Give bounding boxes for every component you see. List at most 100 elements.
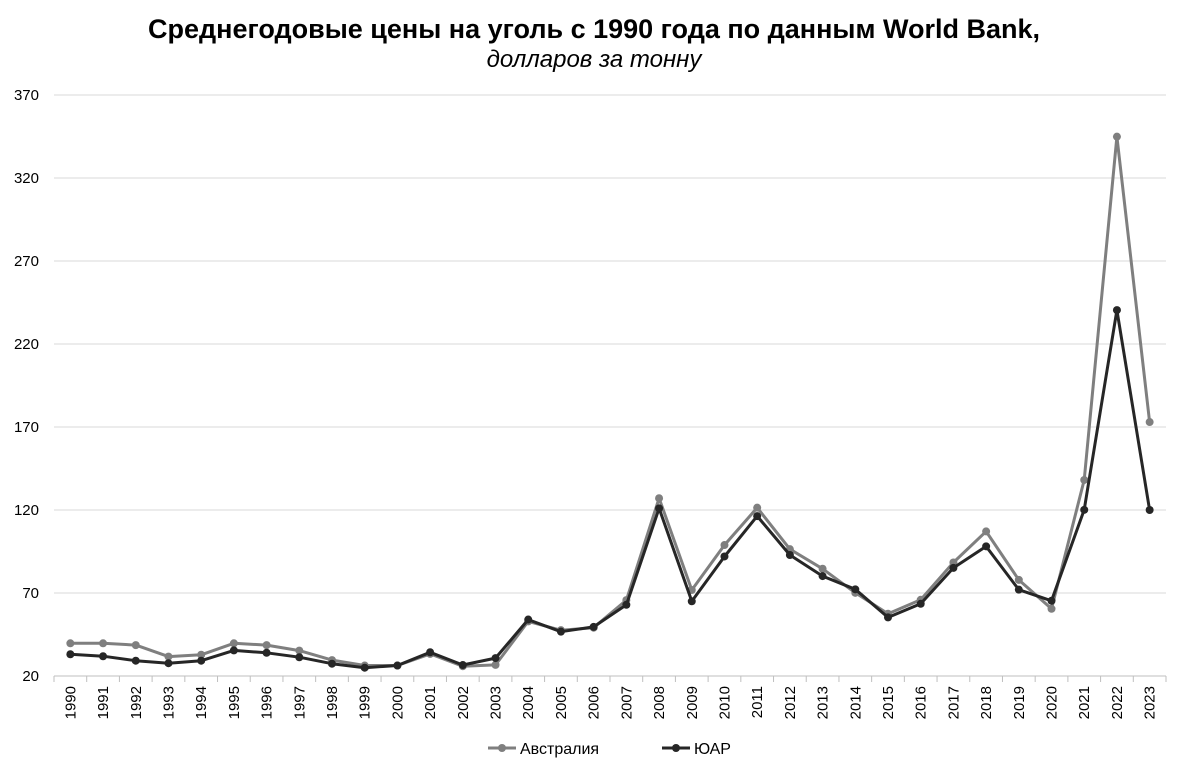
- data-point: [949, 563, 958, 572]
- data-point: [785, 550, 794, 559]
- data-point: [655, 494, 664, 503]
- x-tick-label: 2023: [1142, 686, 1159, 719]
- data-point: [982, 527, 991, 536]
- legend-label: Австралия: [520, 741, 599, 758]
- y-tick-label: 220: [14, 336, 39, 353]
- data-point: [655, 504, 664, 513]
- data-point: [393, 661, 402, 670]
- data-point: [229, 639, 238, 648]
- data-point: [66, 650, 75, 659]
- data-point: [426, 648, 435, 657]
- axes: 20 70 120 170 220 270 320 370 1990 1991 1992 1993 19…: [14, 87, 1167, 719]
- data-point: [295, 646, 304, 655]
- data-point: [1047, 604, 1056, 613]
- x-tick-label: 1999: [357, 686, 374, 719]
- x-tick-label: 2013: [815, 686, 832, 719]
- y-tick-label: 70: [22, 585, 39, 602]
- data-point: [491, 654, 500, 663]
- x-tick-label: 2007: [618, 686, 635, 719]
- x-tick-label: 1992: [128, 686, 145, 719]
- y-tick-label: 370: [14, 87, 39, 104]
- x-tick-label: 2004: [520, 686, 537, 719]
- data-point: [1145, 506, 1154, 514]
- x-tick-label: 2008: [651, 686, 668, 719]
- data-point: [1014, 585, 1023, 594]
- data-point: [99, 652, 108, 661]
- x-tick-label: 1991: [95, 686, 112, 719]
- data-point: [131, 641, 140, 650]
- data-point: [491, 660, 500, 669]
- series-line-1: [70, 135, 1152, 668]
- data-point: [753, 503, 762, 512]
- data-point: [197, 656, 206, 665]
- y-tick-label: 20: [22, 668, 39, 685]
- x-tick-label: 2005: [553, 686, 570, 719]
- x-tick-label: 2009: [684, 686, 701, 719]
- data-point: [818, 572, 827, 581]
- x-tick-label: 1996: [259, 686, 276, 719]
- x-tick-label: 1994: [193, 686, 210, 719]
- series-lines: [66, 132, 1154, 672]
- legend-marker: [672, 744, 680, 752]
- data-point: [622, 600, 631, 609]
- data-point: [884, 613, 892, 622]
- data-point: [1080, 505, 1089, 514]
- series-line-2: [70, 308, 1152, 670]
- x-tick-label: 1995: [226, 686, 243, 719]
- data-point: [1080, 475, 1089, 484]
- data-point: [262, 641, 271, 650]
- data-point: [164, 659, 173, 668]
- x-tick-label: 2020: [1044, 686, 1061, 719]
- data-point: [229, 646, 238, 655]
- data-point: [851, 585, 860, 594]
- data-point: [589, 622, 598, 631]
- data-point: [720, 541, 729, 550]
- data-point: [360, 663, 369, 672]
- data-point: [524, 615, 533, 624]
- data-point: [262, 648, 271, 657]
- legend: Австралия ЮАР: [488, 741, 731, 758]
- x-tick-label: 2002: [455, 686, 472, 719]
- data-point: [99, 639, 108, 648]
- data-point: [197, 650, 206, 659]
- data-point: [66, 639, 75, 648]
- x-tick-label: 1997: [291, 686, 308, 719]
- x-tick-label: 2016: [913, 686, 930, 719]
- legend-marker: [498, 744, 506, 752]
- data-point: [556, 627, 565, 636]
- chart-subtitle: долларов за тонну: [486, 46, 702, 73]
- chart-title: Среднегодовые цены на уголь с 1990 года …: [148, 14, 1040, 44]
- y-tick-label: 120: [14, 502, 39, 519]
- data-point: [916, 599, 925, 608]
- data-point: [1145, 418, 1154, 427]
- gridlines: [54, 94, 1166, 594]
- x-tick-label: 2022: [1109, 686, 1126, 719]
- data-point: [458, 661, 467, 670]
- data-point: [1112, 132, 1121, 141]
- data-point: [1047, 596, 1056, 605]
- x-tick-label: 2012: [782, 686, 799, 719]
- x-tick-label: 1998: [324, 686, 341, 719]
- data-point: [753, 512, 762, 521]
- data-point: [818, 564, 827, 573]
- data-point: [1014, 575, 1023, 584]
- legend-label: ЮАР: [694, 741, 731, 758]
- x-tick-label: 2015: [880, 686, 897, 719]
- x-tick-label: 2003: [488, 686, 505, 719]
- data-point: [949, 558, 958, 567]
- x-tick-label: 2000: [389, 686, 406, 719]
- x-tick-label: 1993: [160, 686, 177, 719]
- data-point: [687, 597, 696, 606]
- x-tick-label: 2014: [847, 686, 864, 719]
- x-tick-label: 2021: [1076, 686, 1093, 719]
- data-point: [328, 659, 336, 668]
- data-point: [982, 542, 991, 551]
- data-point: [164, 652, 173, 661]
- x-tick-label: 2011: [749, 686, 766, 718]
- y-tick-label: 320: [14, 170, 39, 187]
- data-point: [131, 656, 140, 665]
- x-tick-label: 2010: [716, 686, 733, 719]
- data-point: [295, 653, 304, 662]
- y-tick-label: 270: [14, 253, 39, 270]
